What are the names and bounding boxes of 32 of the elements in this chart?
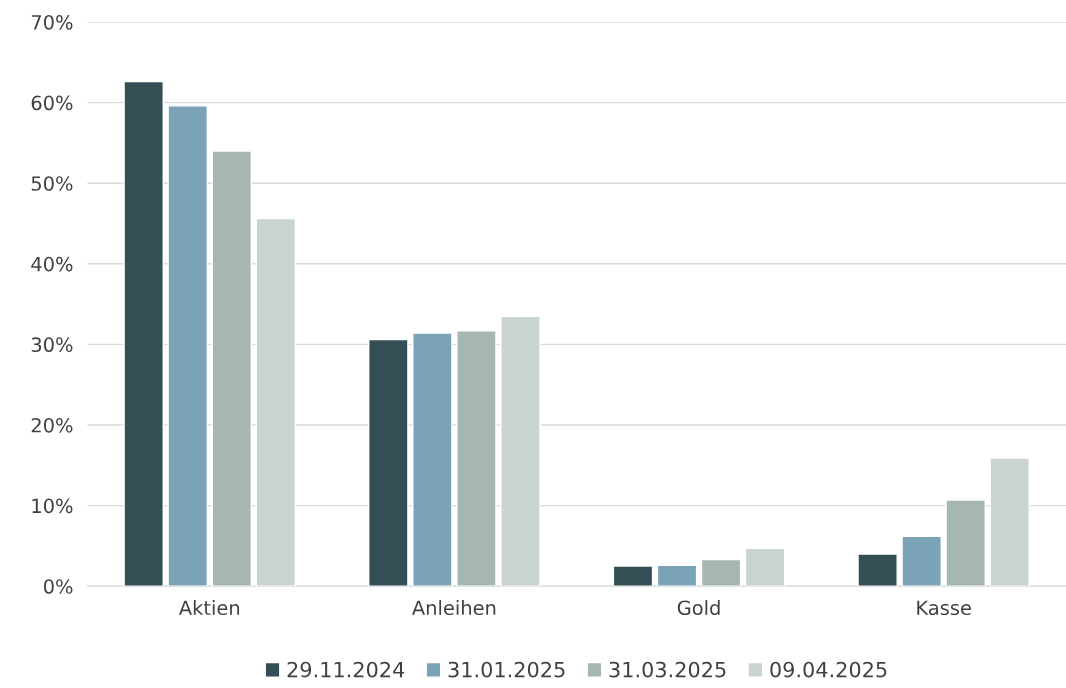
x-tick-label: Anleihen [412, 600, 496, 616]
x-tick-label: Kasse [917, 600, 971, 616]
bar [700, 558, 742, 587]
legend-label: 31.03.2025 [609, 661, 726, 678]
bar [857, 553, 898, 587]
bar [167, 105, 208, 587]
y-tick-label: 30% [31, 337, 73, 353]
bar [123, 80, 164, 587]
y-tick-label: 20% [31, 417, 73, 433]
bar [456, 329, 497, 587]
y-tick-label: 50% [31, 176, 73, 191]
bar [901, 535, 942, 587]
bar [368, 338, 409, 587]
bar [989, 457, 1030, 587]
x-tick-label: Aktien [178, 600, 240, 616]
bar [744, 547, 786, 587]
legend-label: 29.11.2024 [287, 661, 405, 678]
legend-label: 09.04.2025 [770, 661, 887, 678]
x-tick-label: Gold [677, 600, 720, 616]
y-tick-label: 60% [31, 95, 73, 111]
bar [500, 315, 541, 587]
legend-label: 31.01.2025 [448, 661, 565, 678]
bar [211, 150, 253, 587]
y-tick-label: 70% [31, 14, 73, 30]
bar [412, 332, 453, 587]
bar [656, 564, 698, 587]
bar [255, 217, 297, 587]
y-tick-label: 0% [43, 579, 73, 594]
bar [612, 565, 654, 587]
bar [945, 499, 986, 587]
y-tick-label: 10% [32, 498, 73, 514]
y-tick-label: 40% [31, 256, 73, 272]
